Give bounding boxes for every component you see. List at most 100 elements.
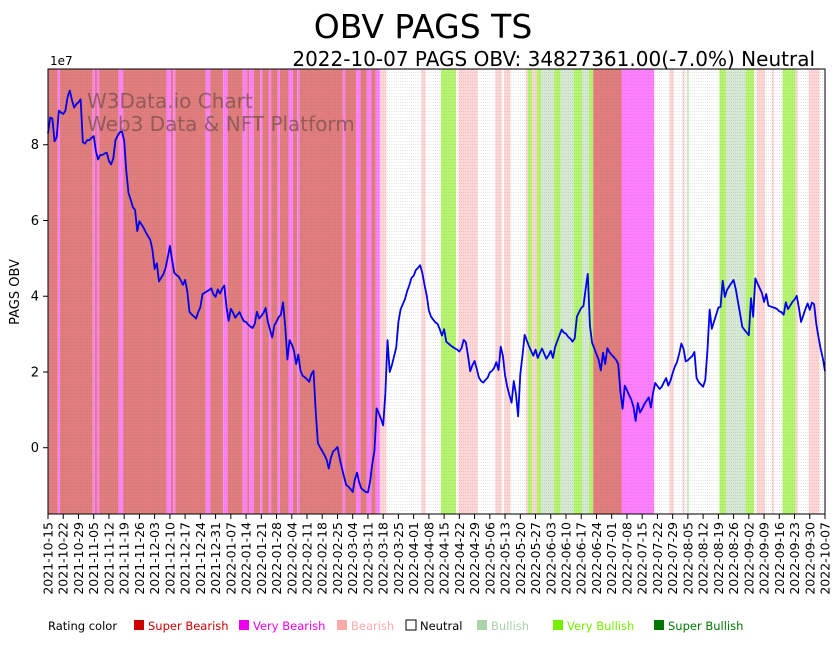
legend-label: Super Bullish	[668, 619, 743, 633]
x-tick-label: 2022-09-23	[787, 522, 802, 595]
rating-band	[166, 69, 171, 514]
rating-band	[99, 69, 119, 514]
rating-band	[495, 69, 502, 514]
x-tick-label: 2022-02-04	[284, 522, 299, 595]
rating-band	[279, 69, 289, 514]
rating-band	[253, 69, 261, 514]
rating-band	[175, 69, 206, 514]
x-tick-label: 2022-10-07	[818, 522, 833, 595]
rating-band	[173, 69, 176, 514]
x-tick-label: 2022-08-19	[711, 522, 726, 595]
legend-label: Super Bearish	[148, 619, 229, 633]
rating-band	[745, 69, 755, 514]
rating-band	[540, 69, 555, 514]
rating-band	[249, 69, 254, 514]
x-tick-label: 2022-08-12	[696, 522, 711, 595]
rating-band	[292, 69, 298, 514]
rating-band	[560, 69, 574, 514]
y-tick-label: 4	[31, 290, 39, 305]
legend-label: Very Bearish	[253, 619, 325, 633]
rating-band	[271, 69, 278, 514]
rating-band	[588, 69, 594, 514]
rating-band	[503, 69, 511, 514]
rating-band	[94, 69, 97, 514]
rating-legend: Rating color Super Bearish Very Bearish Be…	[48, 619, 743, 633]
x-tick-label: 2022-04-08	[421, 522, 436, 595]
x-tick-label: 2022-04-01	[406, 522, 421, 595]
rating-band	[621, 69, 655, 514]
x-tick-label: 2022-09-02	[741, 522, 756, 595]
obv-line	[47, 89, 826, 494]
legend-swatch	[477, 620, 487, 630]
x-tick-label: 2022-06-17	[574, 522, 589, 595]
legend-label: Bullish	[491, 619, 529, 633]
x-tick-label: 2022-03-11	[360, 522, 375, 595]
legend-swatch	[553, 620, 563, 630]
x-tick-label: 2022-04-22	[452, 522, 467, 595]
x-tick-label: 2022-05-13	[498, 522, 513, 595]
x-tick-label: 2022-05-27	[528, 522, 543, 595]
rating-band	[355, 69, 361, 514]
y-tick-label: 6	[31, 214, 39, 229]
rating-band	[795, 69, 798, 514]
x-tick-label: 2022-07-08	[619, 522, 634, 595]
x-tick-label: 2021-12-03	[147, 522, 162, 595]
rating-band	[421, 69, 426, 514]
x-tick-label: 2022-02-11	[300, 522, 315, 595]
x-tick-label: 2022-07-22	[650, 522, 665, 595]
x-tick-label: 2022-02-18	[315, 522, 330, 595]
legend-label: Bearish	[351, 619, 394, 633]
rating-band	[686, 69, 689, 514]
x-tick-label: 2022-07-15	[635, 522, 650, 595]
x-tick-label: 2021-11-05	[86, 522, 101, 595]
x-tick-label: 2022-01-21	[254, 522, 269, 595]
x-tick-label: 2022-09-30	[802, 522, 817, 595]
x-tick-label: 2022-05-06	[482, 522, 497, 595]
rating-band	[342, 69, 346, 514]
rating-band	[532, 69, 537, 514]
rating-band	[345, 69, 356, 514]
rating-band	[277, 69, 280, 514]
vertical-gridlines	[47, 69, 826, 514]
x-tick-label: 2022-01-28	[269, 522, 284, 595]
x-tick-label: 2021-12-10	[162, 522, 177, 595]
rating-band	[379, 69, 387, 514]
x-tick-label: 2022-05-20	[513, 522, 528, 595]
x-tick-label: 2022-02-25	[330, 522, 345, 595]
x-tick-label: 2021-12-17	[178, 522, 193, 595]
plot-frame	[47, 68, 826, 515]
x-tick-label: 2022-01-07	[223, 522, 238, 595]
x-tick-label: 2022-03-25	[391, 522, 406, 595]
rating-band	[371, 69, 376, 514]
legend-label: Very Bullish	[567, 619, 634, 633]
y-tick-label: 2	[31, 365, 39, 380]
x-tick-label: 2021-12-24	[193, 522, 208, 595]
y-axis-ticks: 0 2 4 6 8	[31, 138, 48, 456]
rating-band	[268, 69, 272, 514]
x-tick-label: 2022-03-18	[376, 522, 391, 595]
x-tick-label: 2022-08-05	[680, 522, 695, 595]
rating-band	[48, 69, 58, 514]
y-tick-label: 8	[31, 138, 39, 153]
legend-label: Neutral	[420, 619, 462, 633]
x-axis-ticks: 2021-10-15 2021-10-22 2021-10-29 2021-11-05…	[41, 514, 833, 595]
rating-band	[366, 69, 372, 514]
x-tick-label: 2022-06-24	[589, 522, 604, 595]
x-tick-label: 2022-06-03	[543, 522, 558, 595]
rating-band	[170, 69, 174, 514]
x-tick-label: 2021-10-15	[41, 522, 56, 595]
x-tick-label: 2022-04-29	[467, 522, 482, 595]
rating-band	[525, 69, 528, 514]
x-tick-label: 2021-10-29	[71, 522, 86, 595]
rating-band	[92, 69, 95, 514]
rating-band	[59, 69, 93, 514]
legend-swatch	[239, 620, 249, 630]
x-tick-label: 2022-07-01	[604, 522, 619, 595]
x-tick-label: 2022-09-09	[757, 522, 772, 595]
rating-band	[573, 69, 583, 514]
rating-band	[260, 69, 263, 514]
rating-band	[808, 69, 820, 514]
x-tick-label: 2022-04-15	[437, 522, 452, 595]
rating-band	[118, 69, 124, 514]
chart-title: OBV PAGS TS	[314, 7, 533, 46]
